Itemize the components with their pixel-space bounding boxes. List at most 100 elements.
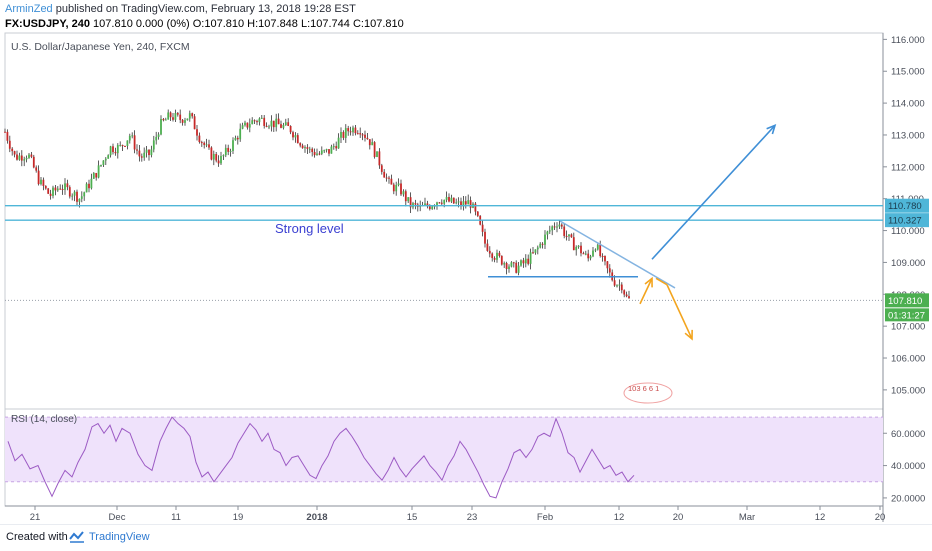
candle-body <box>584 253 587 255</box>
candle-body <box>628 296 630 299</box>
orange-arrow-up[interactable] <box>639 278 653 305</box>
candle-body <box>56 188 59 191</box>
candle-body <box>52 187 54 196</box>
candle-body <box>404 191 407 202</box>
candle-body <box>8 140 11 149</box>
candle-body <box>215 154 218 161</box>
candle-body <box>97 165 100 178</box>
candle-body <box>361 134 364 136</box>
candle-body <box>428 206 431 210</box>
price-chart[interactable]: 105.000106.000107.000108.000109.000110.0… <box>0 0 932 524</box>
candle-body <box>323 150 326 152</box>
candle-body <box>481 224 484 232</box>
candle-body <box>140 156 143 158</box>
candle-body <box>85 183 88 193</box>
candle-body <box>539 243 542 248</box>
candle-body <box>589 256 592 259</box>
candle-body <box>587 253 590 259</box>
price-tick-label: 106.000 <box>891 354 925 365</box>
candle-body <box>623 290 626 295</box>
orange-arrow-down[interactable] <box>666 284 693 340</box>
candle-body <box>301 145 304 149</box>
candle-body <box>11 148 14 152</box>
candle-body <box>292 132 294 138</box>
candle-body <box>251 120 254 125</box>
candle-body <box>102 160 105 165</box>
candle-body <box>20 155 23 161</box>
candle-body <box>556 226 558 228</box>
candle-body <box>23 159 26 161</box>
candle-body <box>580 245 582 254</box>
price-tick-label: 113.000 <box>891 130 925 141</box>
candle-body <box>496 252 498 260</box>
price-tick-label: 105.000 <box>891 385 925 396</box>
candle-body <box>167 112 170 120</box>
candle-body <box>244 122 246 126</box>
last-price-label: 107.810 <box>888 296 922 307</box>
candle-body <box>121 145 124 147</box>
candle-body <box>193 116 196 130</box>
candle-body <box>563 226 566 236</box>
candle-body <box>54 187 57 191</box>
candle-body <box>354 127 357 134</box>
candle-body <box>508 266 510 269</box>
annotation-text[interactable]: Strong level <box>275 221 344 236</box>
author-link[interactable]: ArminZed <box>5 3 53 15</box>
blue-arrow[interactable] <box>651 124 776 260</box>
watermark-seal <box>623 382 673 404</box>
rsi-line <box>7 416 635 499</box>
candle-body <box>491 253 494 259</box>
price-tick-label: 114.000 <box>891 99 925 110</box>
candle-body <box>604 256 606 262</box>
tradingview-brand-link[interactable]: TradingView <box>89 531 150 543</box>
candle-body <box>112 146 114 153</box>
candle-body <box>553 226 556 228</box>
rsi-tick-label: 40.0000 <box>891 461 925 472</box>
candle-body <box>169 112 172 118</box>
candle-body <box>42 179 45 186</box>
candle-body <box>469 200 472 208</box>
candle-body <box>592 250 594 257</box>
blue-arrow-head <box>766 124 777 135</box>
candle-body <box>318 153 321 155</box>
candle-body <box>608 268 611 273</box>
candle-body <box>284 122 287 126</box>
candle-body <box>68 187 71 197</box>
candle-body <box>606 261 609 269</box>
candle-body <box>49 193 52 196</box>
candle-body <box>275 118 278 128</box>
ohlc-values: 107.810 0.000 (0%) O:107.810 H:107.848 L… <box>93 18 404 30</box>
candle-body <box>601 256 604 258</box>
footer: Created with TradingView <box>0 524 932 551</box>
candle-body <box>205 144 208 146</box>
candle-body <box>191 113 194 117</box>
candle-body <box>536 247 539 250</box>
candle-body <box>227 147 230 152</box>
trendline[interactable] <box>559 220 676 289</box>
candle-body <box>474 203 477 212</box>
candle-body <box>13 151 16 155</box>
candle-body <box>527 258 530 264</box>
tradingview-logo-icon[interactable] <box>69 531 85 543</box>
candle-body <box>272 120 275 128</box>
candle-body <box>40 179 42 185</box>
watermark-text: 103 6 6 1 <box>628 384 659 393</box>
candle-body <box>457 201 460 203</box>
price-pane <box>4 32 884 410</box>
candle-body <box>16 154 18 160</box>
time-tick-label: 2018 <box>306 512 327 523</box>
candle-body <box>100 164 102 166</box>
level-price-tag <box>885 213 929 228</box>
candle-body <box>294 135 297 138</box>
candle-body <box>25 157 28 160</box>
candle-body <box>265 125 268 127</box>
candle-body <box>6 131 9 141</box>
candle-body <box>443 199 446 204</box>
candle-body <box>234 137 237 141</box>
level-price-tag <box>885 198 929 213</box>
candle-body <box>239 128 242 140</box>
candle-body <box>484 231 486 244</box>
candle-body <box>347 128 350 132</box>
candle-body <box>116 145 119 154</box>
candle-body <box>373 142 376 157</box>
